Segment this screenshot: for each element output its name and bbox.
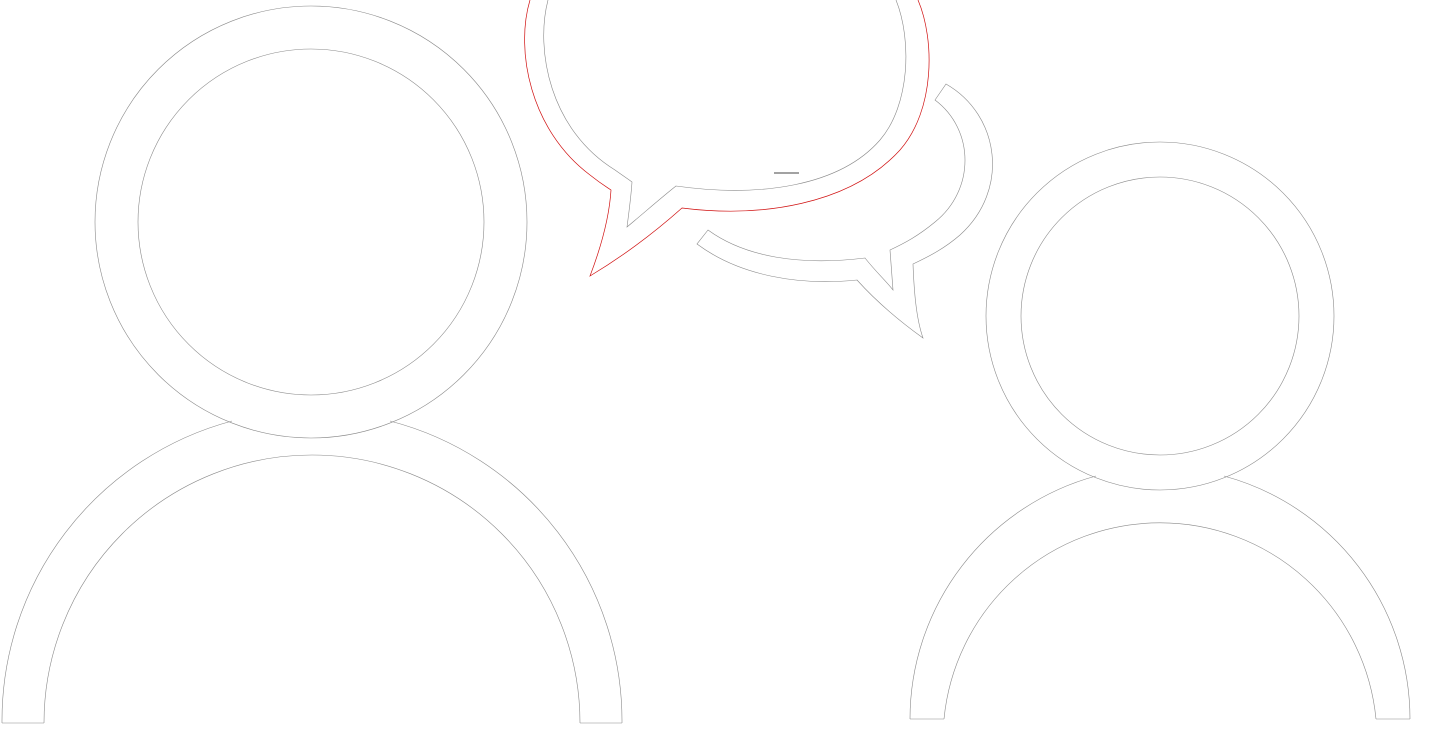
right-person-shoulder-outer-right xyxy=(1223,475,1411,720)
front-bubble-inner xyxy=(543,0,907,228)
left-person-shoulder-outer-left xyxy=(1,420,233,724)
left-person-shoulder-outer-right xyxy=(389,420,623,724)
right-person-head-outer xyxy=(985,141,1335,491)
right-person-shoulder-outer-left xyxy=(909,475,1097,720)
front-speech-bubble-icon xyxy=(524,0,930,277)
back-speech-bubble-icon xyxy=(696,83,993,339)
left-person-head-inner xyxy=(137,48,485,396)
right-person-shoulder-inner xyxy=(943,522,1377,720)
left-person-icon xyxy=(1,5,623,724)
right-person-icon xyxy=(909,141,1411,720)
left-person-head-outer xyxy=(94,5,528,439)
front-bubble-outer xyxy=(524,0,930,277)
right-person-head-inner xyxy=(1020,176,1300,456)
left-person-shoulder-inner xyxy=(43,454,581,724)
